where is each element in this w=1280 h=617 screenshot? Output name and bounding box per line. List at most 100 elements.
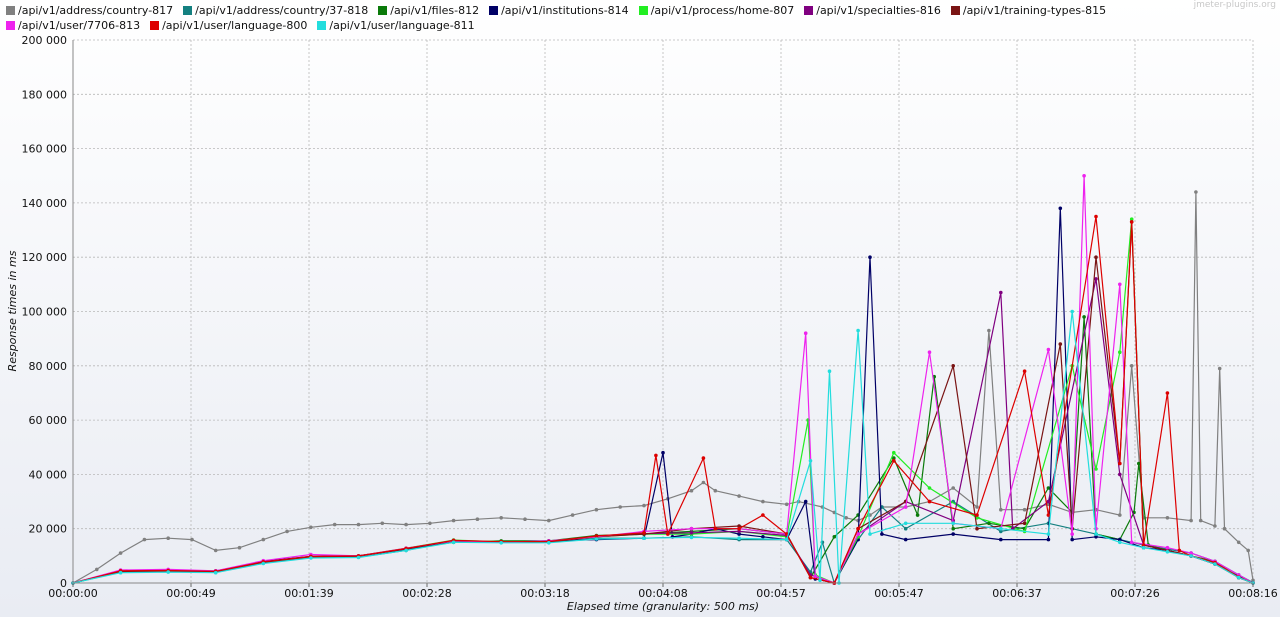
data-point bbox=[999, 529, 1003, 534]
data-point bbox=[404, 548, 408, 553]
data-point bbox=[1094, 255, 1098, 259]
data-point bbox=[1070, 537, 1074, 542]
data-point bbox=[803, 499, 808, 504]
data-point bbox=[1236, 575, 1241, 580]
legend-swatch bbox=[489, 6, 499, 15]
data-point bbox=[356, 522, 361, 527]
data-point bbox=[1129, 540, 1134, 545]
data-point bbox=[975, 526, 979, 531]
data-point bbox=[1094, 535, 1098, 539]
series bbox=[71, 309, 1255, 585]
x-tick-label: 00:01:39 bbox=[284, 587, 333, 600]
legend-label: /api/v1/address/country/37-818 bbox=[195, 4, 369, 17]
data-point bbox=[999, 537, 1003, 542]
y-tick-label: 40 000 bbox=[29, 468, 68, 481]
legend: /api/v1/address/country-817/api/v1/addre… bbox=[6, 4, 1186, 32]
data-point bbox=[642, 503, 646, 508]
data-point bbox=[642, 531, 646, 535]
data-point bbox=[818, 578, 822, 583]
data-point bbox=[1118, 537, 1122, 542]
y-axis-title: Response times in ms bbox=[6, 250, 19, 371]
data-point bbox=[987, 328, 991, 333]
legend-label: /api/v1/specialties-816 bbox=[816, 4, 941, 17]
data-point bbox=[903, 521, 908, 526]
data-point bbox=[951, 486, 955, 490]
data-point bbox=[1129, 220, 1134, 224]
data-point bbox=[618, 505, 622, 509]
data-point bbox=[1118, 461, 1122, 466]
data-point bbox=[1189, 518, 1193, 523]
data-point bbox=[1165, 545, 1170, 550]
data-point bbox=[689, 526, 694, 531]
data-point bbox=[892, 459, 896, 463]
data-point bbox=[844, 516, 848, 520]
data-point bbox=[999, 526, 1003, 531]
data-point bbox=[1165, 391, 1170, 395]
axes: 0 20 000 40 000 60 000 80 000 100 000 120 000 1… bbox=[22, 34, 1278, 600]
data-point bbox=[261, 537, 266, 542]
data-point bbox=[951, 521, 955, 526]
data-point bbox=[701, 480, 706, 485]
series bbox=[71, 174, 1255, 585]
legend-label: /api/v1/institutions-814 bbox=[501, 4, 629, 17]
legend-label: /api/v1/training-types-815 bbox=[962, 4, 1107, 17]
data-point bbox=[1022, 507, 1027, 512]
data-point bbox=[1058, 206, 1063, 211]
data-point bbox=[951, 364, 955, 368]
data-point bbox=[856, 532, 860, 536]
legend-swatch bbox=[150, 21, 160, 30]
data-point bbox=[713, 526, 718, 531]
legend-swatch bbox=[6, 21, 15, 30]
data-point bbox=[428, 521, 432, 526]
data-point bbox=[927, 499, 932, 504]
y-tick-label: 100 000 bbox=[22, 306, 68, 319]
data-point bbox=[1129, 217, 1134, 221]
data-point bbox=[880, 532, 884, 536]
data-point bbox=[404, 522, 408, 527]
x-tick-label: 00:03:18 bbox=[520, 587, 569, 600]
data-point bbox=[594, 507, 599, 512]
data-point bbox=[166, 570, 170, 574]
legend-item: /api/v1/user/language-811 bbox=[317, 19, 475, 32]
y-tick-label: 160 000 bbox=[22, 143, 68, 156]
data-point bbox=[1046, 532, 1051, 536]
data-point bbox=[142, 537, 147, 542]
data-point bbox=[666, 532, 670, 536]
data-point bbox=[1194, 190, 1198, 194]
data-point bbox=[1165, 516, 1170, 520]
data-point bbox=[761, 513, 765, 517]
data-point bbox=[118, 551, 123, 555]
data-point bbox=[903, 505, 908, 509]
data-point bbox=[451, 518, 456, 523]
data-point bbox=[951, 532, 955, 536]
data-point bbox=[737, 494, 741, 498]
data-point bbox=[987, 521, 991, 526]
legend-item: /api/v1/user/language-800 bbox=[150, 19, 307, 32]
data-point bbox=[1118, 282, 1122, 287]
data-point bbox=[784, 537, 789, 542]
legend-item: /api/v1/address/country-817 bbox=[6, 4, 173, 17]
legend-label: /api/v1/process/home-807 bbox=[650, 4, 795, 17]
data-point bbox=[1094, 467, 1098, 471]
data-point bbox=[1070, 532, 1074, 536]
data-point bbox=[547, 518, 551, 523]
data-point bbox=[827, 369, 832, 374]
data-point bbox=[856, 328, 860, 333]
data-point bbox=[166, 536, 170, 540]
data-point bbox=[737, 529, 741, 534]
data-point bbox=[1213, 562, 1217, 566]
data-point bbox=[808, 575, 813, 580]
legend-swatch bbox=[6, 6, 15, 15]
data-point bbox=[654, 453, 658, 458]
data-point bbox=[1022, 521, 1027, 526]
data-point bbox=[892, 450, 896, 455]
y-tick-label: 120 000 bbox=[22, 251, 68, 264]
y-tick-label: 200 000 bbox=[22, 34, 68, 47]
data-point bbox=[594, 534, 599, 538]
data-point bbox=[868, 532, 872, 536]
legend-swatch bbox=[183, 6, 193, 15]
x-tick-label: 00:00:00 bbox=[48, 587, 97, 600]
legend-label: /api/v1/user/language-811 bbox=[329, 19, 475, 32]
y-tick-label: 80 000 bbox=[29, 360, 68, 373]
data-point bbox=[1094, 532, 1098, 536]
